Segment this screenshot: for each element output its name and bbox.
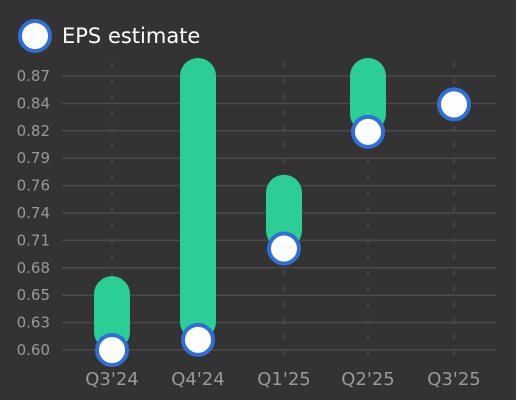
estimate-marker[interactable] xyxy=(437,87,471,122)
legend: EPS estimate xyxy=(18,19,200,53)
x-tick-label: Q4'24 xyxy=(171,369,224,390)
range-bar xyxy=(180,58,216,340)
y-tick-label: 0.60 xyxy=(17,341,50,359)
estimate-marker[interactable] xyxy=(351,114,385,149)
y-tick-label: 0.82 xyxy=(17,122,50,140)
x-axis-ticks: Q3'24 Q4'24 Q1'25 Q2'25 Q3'25 xyxy=(85,369,480,390)
y-tick-label: 0.79 xyxy=(17,149,50,167)
y-tick-label: 0.76 xyxy=(17,177,50,195)
range-bar xyxy=(266,174,302,249)
y-axis-ticks: 0.60 0.63 0.65 0.68 0.71 0.74 0.76 0.79 0.82 0.84… xyxy=(17,67,50,359)
x-tick-label: Q3'24 xyxy=(85,369,138,390)
y-tick-label: 0.87 xyxy=(17,67,50,85)
legend-label: EPS estimate xyxy=(62,24,201,48)
estimate-marker[interactable] xyxy=(267,231,301,266)
y-tick-label: 0.74 xyxy=(17,204,50,222)
estimate-markers xyxy=(95,87,471,367)
y-tick-label: 0.63 xyxy=(17,314,50,332)
estimate-marker[interactable] xyxy=(181,322,215,357)
estimate-marker[interactable] xyxy=(95,333,129,367)
y-tick-label: 0.65 xyxy=(17,286,50,304)
y-tick-label: 0.84 xyxy=(17,94,50,112)
x-tick-label: Q1'25 xyxy=(257,369,310,390)
legend-marker-icon xyxy=(18,19,52,53)
range-bar xyxy=(350,58,386,132)
x-tick-label: Q3'25 xyxy=(427,369,480,390)
y-tick-label: 0.68 xyxy=(17,259,50,277)
range-bars xyxy=(94,58,386,350)
y-tick-label: 0.71 xyxy=(17,231,50,249)
x-tick-label: Q2'25 xyxy=(341,369,394,390)
range-bar xyxy=(94,276,130,350)
